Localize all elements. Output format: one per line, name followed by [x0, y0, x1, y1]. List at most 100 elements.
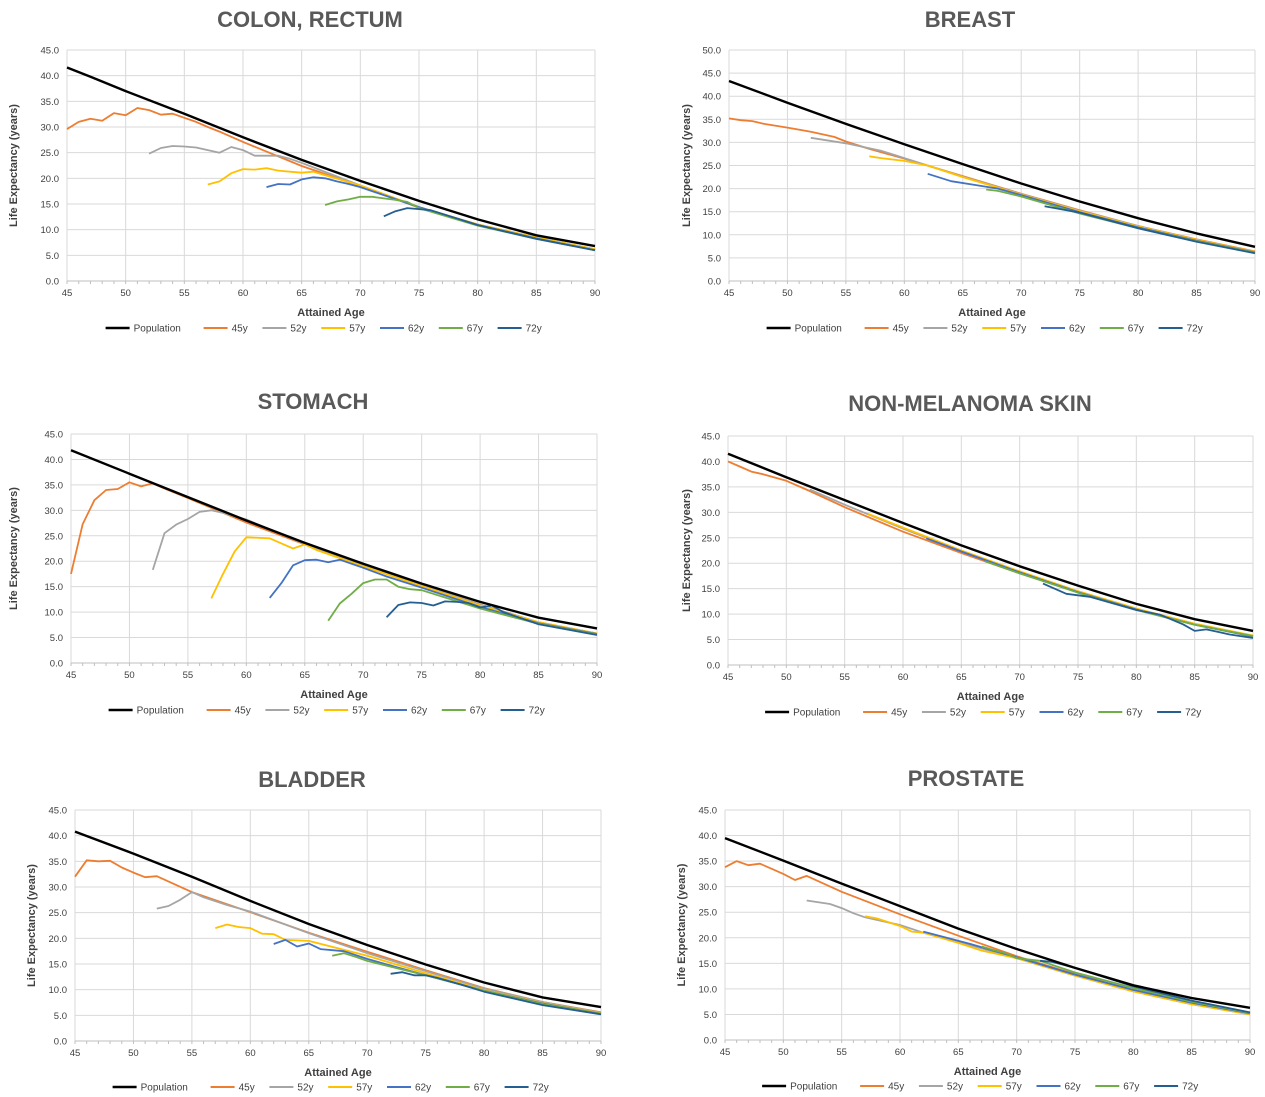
x-tick-label: 60	[241, 670, 252, 681]
legend-label: 52y	[947, 1082, 963, 1093]
x-tick-label: 50	[781, 672, 792, 683]
x-tick-label: 60	[895, 1047, 906, 1058]
x-tick-label: 90	[1248, 672, 1259, 683]
legend-label: 52y	[290, 324, 306, 335]
x-tick-label: 45	[720, 1047, 731, 1058]
y-tick-label: 0.0	[707, 661, 720, 672]
y-tick-label: 0.0	[704, 1036, 717, 1047]
y-tick-label: 15.0	[41, 200, 60, 211]
y-tick-label: 20.0	[45, 557, 64, 568]
x-tick-label: 85	[1191, 288, 1202, 299]
y-tick-label: 0.0	[50, 659, 63, 670]
y-tick-label: 25.0	[699, 908, 718, 919]
y-tick-label: 5.0	[708, 253, 721, 264]
x-tick-label: 90	[596, 1048, 607, 1059]
chart-svg: STOMACH 0.0 5.0 10.0 15.0 20.0 25.0 30.0 35.0 40.…	[8, 389, 603, 717]
series-line-population	[727, 452, 1254, 633]
legend-label: 45y	[239, 1083, 255, 1094]
x-tick-label: 50	[782, 288, 793, 299]
y-tick-label: 40.0	[702, 457, 721, 468]
y-tick-label: 30.0	[49, 883, 68, 894]
y-tick-label: 0.0	[46, 277, 59, 288]
y-tick-label: 10.0	[702, 610, 721, 621]
y-tick-label: 35.0	[703, 115, 722, 126]
legend-label: 62y	[1065, 1082, 1081, 1093]
chart-title: NON-MELANOMA SKIN	[848, 391, 1092, 416]
x-axis-label: Attained Age	[297, 307, 364, 319]
x-axis-label: Attained Age	[958, 307, 1025, 319]
x-tick-label: 45	[62, 288, 73, 299]
y-tick-label: 45.0	[49, 806, 68, 817]
x-tick-label: 45	[70, 1048, 81, 1059]
y-axis-label: Life Expectancy (years)	[8, 104, 20, 227]
legend-label: 45y	[893, 324, 909, 335]
x-tick-label: 90	[1245, 1047, 1256, 1058]
x-tick-label: 85	[1189, 672, 1200, 683]
x-tick-label: 65	[953, 1047, 964, 1058]
series-line-72y	[1042, 582, 1254, 639]
x-tick-label: 70	[355, 288, 366, 299]
x-tick-label: 75	[1070, 1047, 1081, 1058]
legend-label: 62y	[415, 1083, 431, 1094]
y-tick-label: 20.0	[49, 934, 68, 945]
series-line-57y	[869, 155, 1256, 253]
series-line-population	[74, 830, 602, 1009]
chart-title: BREAST	[925, 7, 1016, 32]
legend-label: 62y	[408, 324, 424, 335]
legend-label: 72y	[526, 324, 542, 335]
series-line-population	[70, 449, 598, 630]
legend-label: 67y	[474, 1083, 490, 1094]
legend-label: 45y	[891, 708, 907, 719]
y-tick-label: 35.0	[45, 480, 64, 491]
y-tick-label: 5.0	[46, 251, 59, 262]
legend-label: 45y	[232, 324, 248, 335]
legend-label: 72y	[533, 1083, 549, 1094]
y-tick-label: 35.0	[49, 857, 68, 868]
y-tick-label: 0.0	[54, 1037, 67, 1048]
x-tick-label: 85	[531, 288, 542, 299]
y-tick-label: 40.0	[41, 71, 60, 82]
x-tick-label: 50	[128, 1048, 139, 1059]
x-tick-label: 90	[1250, 288, 1261, 299]
x-tick-label: 55	[839, 672, 850, 683]
series-line-57y	[210, 536, 598, 635]
series-line-72y	[385, 600, 598, 636]
x-tick-label: 65	[296, 288, 307, 299]
series-line-population	[724, 836, 1251, 1009]
legend-label: 57y	[356, 1083, 372, 1094]
y-tick-label: 20.0	[702, 559, 721, 570]
y-tick-label: 15.0	[49, 960, 68, 971]
y-tick-label: 20.0	[41, 174, 60, 185]
y-tick-label: 10.0	[699, 984, 718, 995]
x-tick-label: 45	[66, 670, 77, 681]
y-tick-label: 50.0	[703, 46, 722, 57]
y-tick-label: 45.0	[41, 46, 60, 57]
legend-label: 62y	[1069, 324, 1085, 335]
chart-title: COLON, RECTUM	[217, 7, 403, 32]
legend-label: Population	[795, 324, 842, 335]
legend-label: 45y	[888, 1082, 904, 1093]
series-line-62y	[923, 930, 1251, 1015]
legend-label: 67y	[1128, 324, 1144, 335]
legend-label: 52y	[297, 1083, 313, 1094]
x-tick-label: 85	[533, 670, 544, 681]
chart-svg: PROSTATE 0.0 5.0 10.0 15.0 20.0 25.0 30.0 35.0 40…	[676, 766, 1256, 1093]
legend-label: 57y	[1009, 708, 1025, 719]
series-line-67y	[981, 945, 1251, 1014]
chart-title: PROSTATE	[908, 766, 1025, 791]
chart-svg: BREAST 0.0 5.0 10.0 15.0 20.0 25.0 30.0 35.0 40.0…	[681, 7, 1261, 335]
legend-label: 67y	[470, 706, 486, 717]
y-tick-label: 15.0	[702, 584, 721, 595]
legend-label: 57y	[1010, 324, 1026, 335]
y-tick-label: 35.0	[41, 97, 60, 108]
x-tick-label: 70	[362, 1048, 373, 1059]
legend-label: 62y	[1068, 708, 1084, 719]
x-tick-label: 65	[957, 288, 968, 299]
chart-svg: BLADDER 0.0 5.0 10.0 15.0 20.0 25.0 30.0 35.0 40.…	[26, 767, 607, 1094]
chart-svg: NON-MELANOMA SKIN 0.0 5.0 10.0 15.0 20.0 25.0 3…	[681, 391, 1259, 719]
legend-label: 72y	[1182, 1082, 1198, 1093]
series-line-62y	[268, 558, 598, 635]
y-tick-label: 30.0	[41, 123, 60, 134]
chart-panel-bladder: BLADDER 0.0 5.0 10.0 15.0 20.0 25.0 30.0 35.0 40.…	[0, 740, 632, 1097]
x-tick-label: 90	[592, 670, 603, 681]
